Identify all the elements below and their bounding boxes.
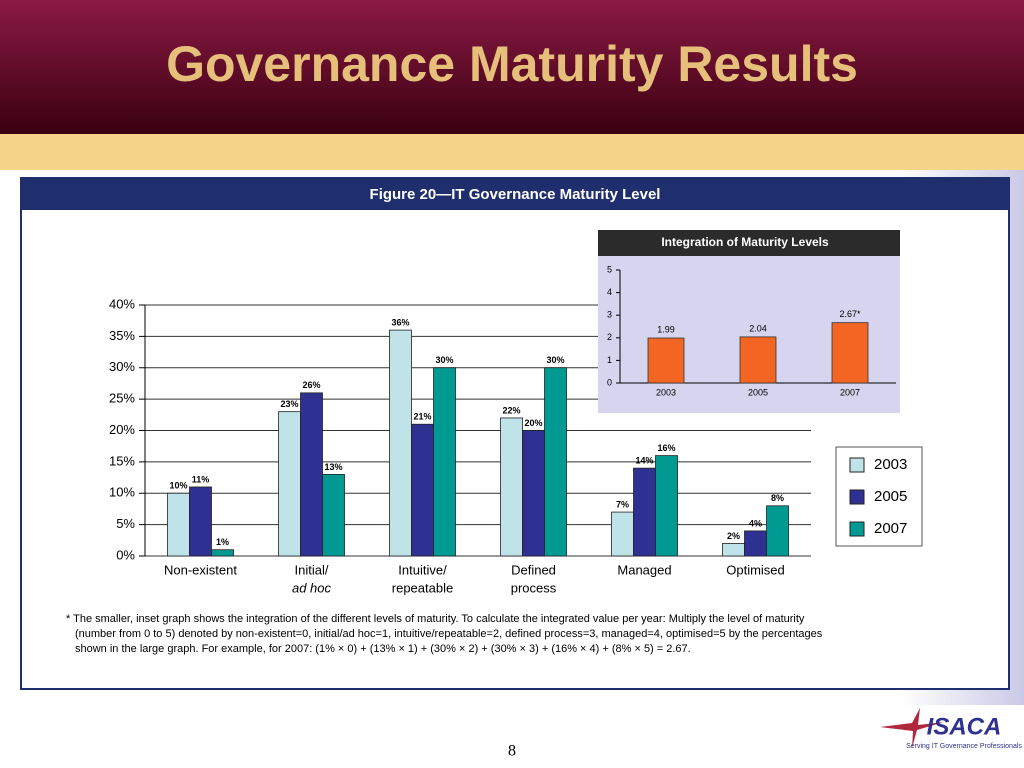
y-tick-label: 10% xyxy=(109,485,135,500)
logo-mark xyxy=(880,708,944,748)
bar xyxy=(633,467,656,557)
bar xyxy=(831,322,869,384)
value-label: 1% xyxy=(216,537,229,547)
legend-swatch xyxy=(849,457,865,473)
slide-title: Governance Maturity Results xyxy=(166,36,858,92)
bar xyxy=(433,367,456,557)
x-tick-label: Defined xyxy=(511,562,556,577)
x-tick-label: Managed xyxy=(617,562,671,577)
y-tick-label: 20% xyxy=(109,422,135,437)
y-tick-label: 3 xyxy=(607,310,612,320)
value-label: 2.67* xyxy=(839,309,861,319)
bar xyxy=(411,423,434,557)
legend-label: 2003 xyxy=(874,456,907,473)
y-tick-label: 35% xyxy=(109,328,135,343)
inset-chart: 0 1 2 3 4 5 1.99 2003 2.04 2005 2.67* 2007 xyxy=(607,264,896,397)
value-label: 20% xyxy=(524,418,542,428)
value-label: 11% xyxy=(192,474,210,484)
bar xyxy=(500,417,523,557)
footnote: * The smaller, inset graph shows the int… xyxy=(66,613,823,655)
value-label: 26% xyxy=(302,380,320,390)
value-label: 23% xyxy=(280,399,298,409)
y-tick-label: 25% xyxy=(109,391,135,406)
bar xyxy=(300,392,323,557)
bar xyxy=(744,530,767,557)
value-label: 8% xyxy=(771,493,784,503)
value-label: 2% xyxy=(727,531,740,541)
value-label: 30% xyxy=(435,355,453,365)
y-tick-label: 0 xyxy=(607,377,612,387)
bar xyxy=(611,511,634,557)
title-band xyxy=(0,0,1024,134)
logo-tagline: Serving IT Governance Professionals xyxy=(906,743,1022,750)
value-label: 4% xyxy=(749,518,762,528)
y-tick-label: 40% xyxy=(109,296,135,311)
bar xyxy=(655,455,678,557)
inset-header xyxy=(598,230,900,256)
y-tick-label: 5% xyxy=(116,516,135,531)
x-tick-label: ad hoc xyxy=(292,580,332,595)
legend-label: 2005 xyxy=(874,488,907,505)
x-tick-label: process xyxy=(511,580,557,595)
figure-header xyxy=(21,178,1009,210)
value-label: 22% xyxy=(502,405,520,415)
y-tick-label: 0% xyxy=(116,547,135,562)
logo: ISACA xyxy=(927,713,1002,740)
value-label: 36% xyxy=(391,317,409,327)
footnote-line: (number from 0 to 5) denoted by non-exis… xyxy=(75,628,823,640)
bar xyxy=(722,543,745,557)
legend-swatch xyxy=(849,489,865,505)
bar xyxy=(766,505,789,557)
value-label: 13% xyxy=(324,462,342,472)
footnote-line: * The smaller, inset graph shows the int… xyxy=(66,613,805,625)
x-tick-label: repeatable xyxy=(392,580,453,595)
value-label: 14% xyxy=(635,456,653,466)
value-label: 1.99 xyxy=(657,324,675,334)
value-label: 2.04 xyxy=(749,323,767,333)
y-tick-label: 5 xyxy=(607,264,612,274)
x-tick-label: 2007 xyxy=(840,387,860,397)
y-tick-label: 1 xyxy=(607,355,612,365)
page-number: 8 xyxy=(508,743,516,760)
value-label: 21% xyxy=(413,412,431,422)
bar xyxy=(389,329,412,557)
footnote-line: shown in the large graph. For example, f… xyxy=(75,643,691,655)
x-tick-label: Initial/ xyxy=(295,562,329,577)
x-tick-label: Non-existent xyxy=(164,562,237,577)
y-tick-label: 15% xyxy=(109,453,135,468)
bar xyxy=(647,337,685,384)
value-label: 7% xyxy=(616,499,629,509)
y-tick-label: 30% xyxy=(109,359,135,374)
x-tick-label: 2005 xyxy=(748,387,768,397)
bar xyxy=(278,411,301,557)
bar xyxy=(322,474,345,557)
bar xyxy=(739,336,777,384)
legend-swatch xyxy=(849,521,865,537)
figure-title: Figure 20—IT Governance Maturity Level xyxy=(370,186,661,203)
bar xyxy=(544,367,567,557)
value-label: 10% xyxy=(169,481,187,491)
y-tick-label: 4 xyxy=(607,287,612,297)
gold-strip xyxy=(0,134,1024,170)
value-label: 16% xyxy=(657,443,675,453)
inset-title: Integration of Maturity Levels xyxy=(661,235,829,249)
x-tick-label: Optimised xyxy=(726,562,785,577)
bar xyxy=(189,486,212,557)
x-tick-label: 2003 xyxy=(656,387,676,397)
bar xyxy=(522,430,545,557)
bar xyxy=(167,492,190,557)
x-tick-label: Intuitive/ xyxy=(398,562,447,577)
bar xyxy=(211,549,234,557)
value-label: 30% xyxy=(546,355,564,365)
y-tick-label: 2 xyxy=(607,332,612,342)
legend-label: 2007 xyxy=(874,520,907,537)
